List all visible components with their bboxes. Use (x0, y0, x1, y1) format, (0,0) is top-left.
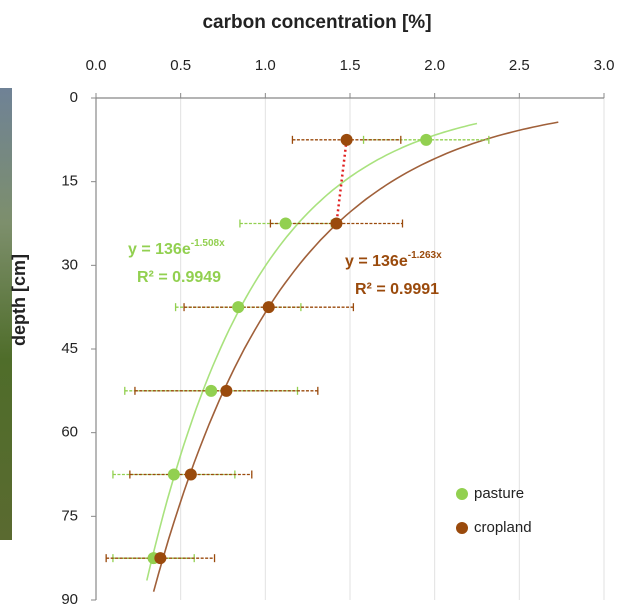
legend-label: pasture (474, 485, 524, 502)
x-tick-label: 3.0 (594, 57, 615, 74)
point (184, 468, 197, 481)
photo-strip (0, 88, 12, 540)
y-tick-label: 90 (61, 591, 78, 606)
fit-curve (146, 122, 478, 581)
fit-equation: y = 136e-1.263x (345, 250, 442, 271)
equation-exponent: -1.263x (408, 250, 442, 261)
legend-marker (456, 488, 468, 500)
legend-marker (456, 522, 468, 534)
legend-label: cropland (474, 519, 532, 536)
y-axis-title: depth [cm] (9, 254, 29, 346)
point (167, 468, 180, 481)
equation-base: y = 136e (128, 241, 191, 258)
x-tick-label: 1.0 (255, 57, 276, 74)
chart-title: carbon concentration [%] (202, 12, 431, 33)
equation-exponent: -1.508x (191, 238, 225, 249)
x-tick-label: 1.5 (340, 57, 361, 74)
r-squared: R² = 0.9991 (355, 281, 439, 298)
equation-base: y = 136e (345, 253, 408, 270)
point (340, 133, 353, 146)
x-tick-label: 2.5 (509, 57, 530, 74)
point (220, 384, 233, 397)
fit-curve (152, 121, 559, 592)
y-tick-label: 30 (61, 256, 78, 273)
point (330, 217, 343, 230)
point (420, 133, 433, 146)
x-tick-label: 0.0 (86, 57, 107, 74)
y-tick-label: 45 (61, 340, 78, 357)
point (232, 301, 245, 314)
point (154, 552, 167, 565)
point (205, 384, 218, 397)
fit-equation: y = 136e-1.508x (128, 238, 225, 259)
r-squared: R² = 0.9949 (137, 269, 221, 286)
y-tick-label: 0 (70, 89, 78, 106)
point (279, 217, 292, 230)
x-tick-label: 2.0 (424, 57, 445, 74)
connector (335, 139, 348, 224)
y-tick-label: 60 (61, 424, 78, 441)
y-tick-label: 15 (61, 173, 78, 190)
x-tick-label: 0.5 (170, 57, 191, 74)
point (262, 301, 275, 314)
y-tick-label: 75 (61, 507, 78, 524)
